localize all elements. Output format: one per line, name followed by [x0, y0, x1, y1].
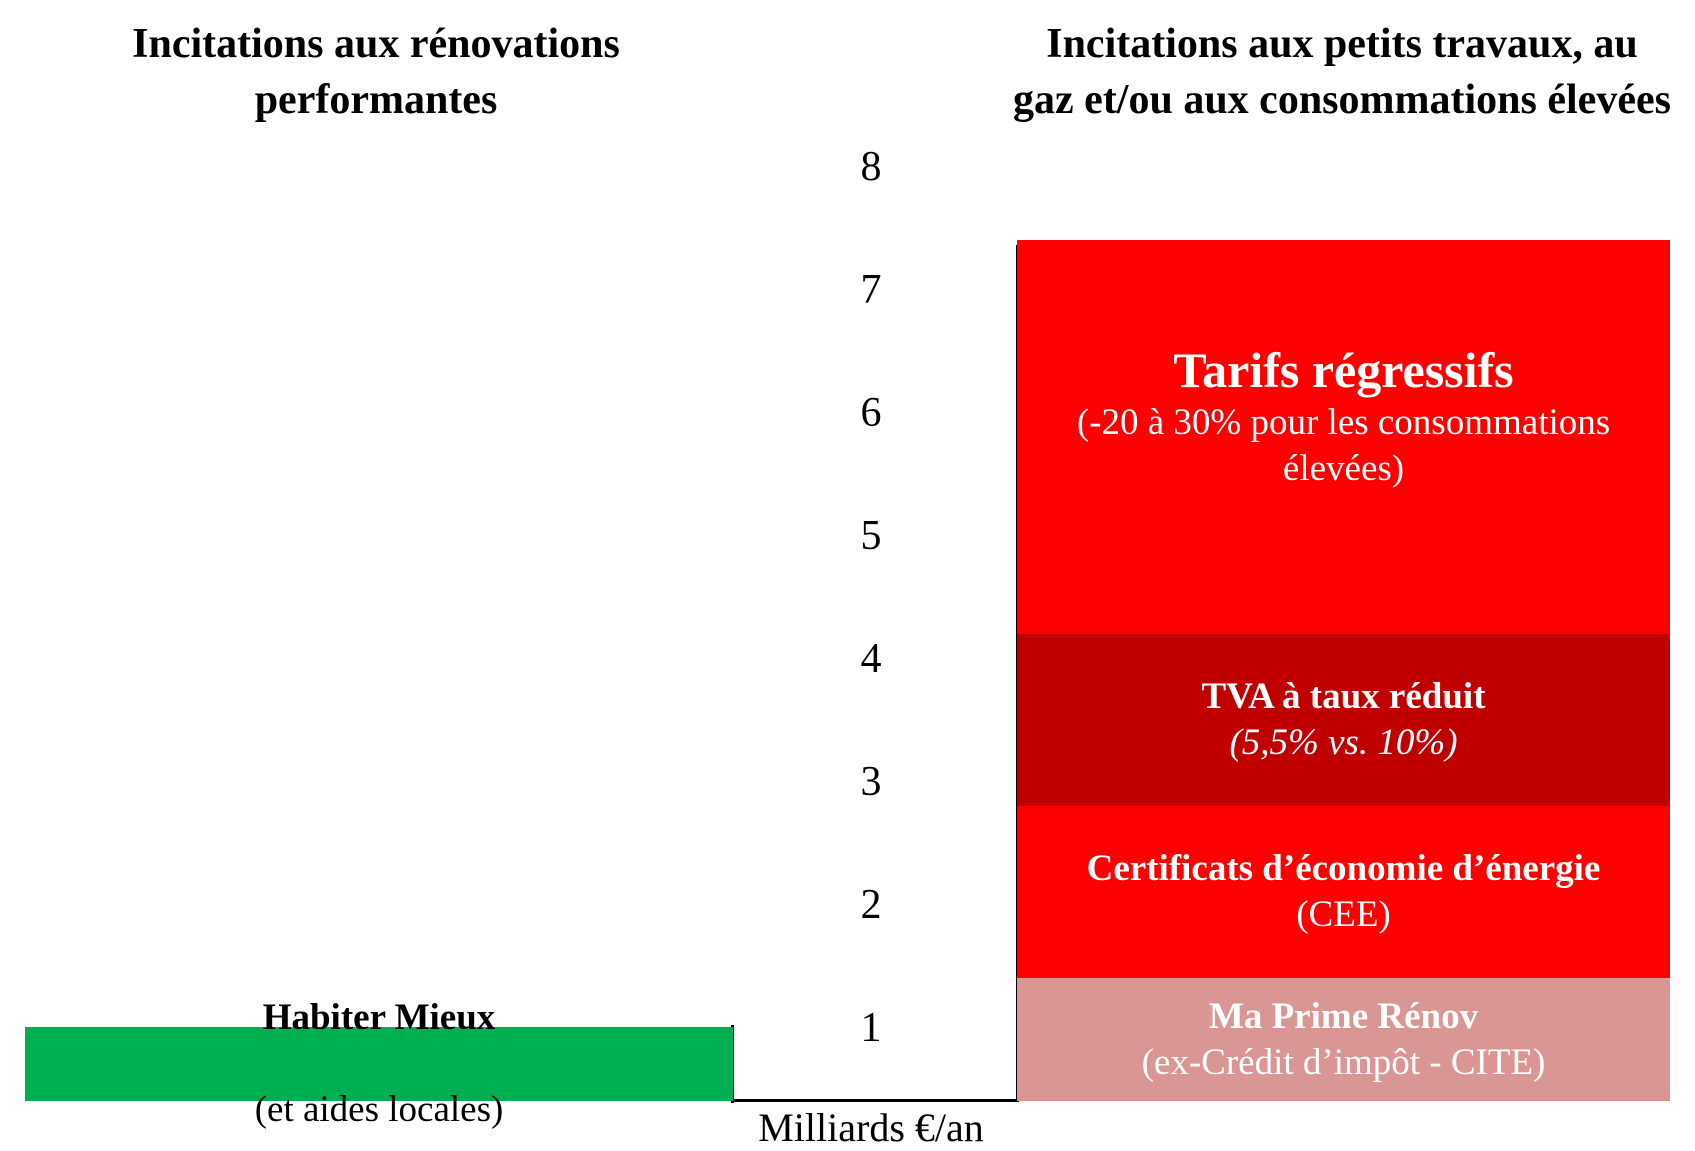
axis-line	[731, 1099, 1019, 1102]
y-tick-label: 2	[860, 882, 882, 928]
segment-name: Habiter Mieux	[262, 997, 496, 1039]
segment-name: Certificats d’économie d’énergie	[1086, 847, 1601, 889]
segment-name: Tarifs régressifs	[1173, 342, 1514, 398]
column-title: Incitations aux petits travaux, au gaz e…	[1013, 21, 1671, 123]
y-tick-label: 8	[860, 144, 882, 190]
segment-detail: (CEE)	[1296, 893, 1391, 935]
y-tick-label: 6	[860, 390, 882, 436]
y-axis-label: Milliards €/an	[758, 1105, 984, 1150]
segment-name: TVA à taux réduit	[1201, 675, 1486, 717]
segment-detail: (-20 à 30% pour les consommations élevée…	[1076, 402, 1611, 489]
y-tick-label: 1	[860, 1005, 882, 1051]
segment-detail: (et aides locales)	[254, 1089, 504, 1131]
bar-segment: Certificats d’économie d’énergie (CEE)	[1017, 805, 1670, 978]
bar-segment: Tarifs régressifs (-20 à 30% pour les con…	[1017, 240, 1670, 634]
bar-segment: Ma Prime Rénov (ex-Crédit d’impôt - CITE)	[1017, 978, 1670, 1101]
y-tick-label: 4	[860, 636, 882, 682]
bar-segment: Habiter Mieux (et aides locales)	[25, 997, 733, 1130]
bar-segment: TVA à taux réduit (5,5% vs. 10%)	[1017, 633, 1670, 806]
segment-name: Ma Prime Rénov	[1208, 995, 1479, 1037]
segment-detail: (5,5% vs. 10%)	[1229, 721, 1458, 763]
y-tick-label: 3	[860, 759, 882, 805]
segment-detail: (ex-Crédit d’impôt - CITE)	[1141, 1041, 1546, 1083]
column-title: Incitations aux rénovations performantes	[132, 21, 620, 123]
y-tick-label: 5	[860, 513, 882, 559]
y-tick-label: 7	[860, 267, 882, 313]
